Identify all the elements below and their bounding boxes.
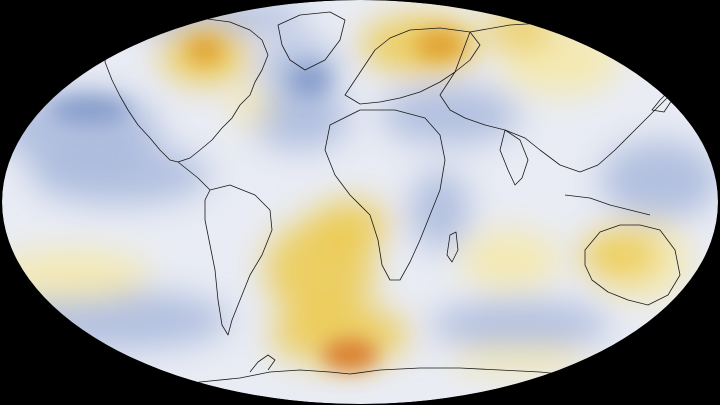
- anomaly-middle-east: [380, 85, 520, 145]
- coast-antarctica: [159, 367, 621, 389]
- anomaly-east-pacific: [30, 145, 210, 205]
- anomaly-canada-core: [187, 36, 223, 64]
- anomaly-east-africa: [410, 170, 470, 250]
- coast-india: [499, 129, 529, 186]
- coast-europe: [344, 27, 481, 105]
- coast-greenland: [277, 11, 346, 71]
- coast-north-america: [104, 17, 269, 163]
- anomaly-indian-ocean: [460, 230, 560, 290]
- anomaly-south-pacific: [10, 290, 230, 350]
- coast-indonesia: [564, 194, 651, 216]
- anomaly-core-layer: [50, 29, 465, 371]
- anomaly-north-atlantic-e: [230, 85, 270, 125]
- anomaly-cool-strong-pacific: [50, 96, 130, 124]
- coast-antarctic-peninsula: [249, 354, 276, 373]
- coast-south-america: [204, 184, 273, 336]
- anomaly-australia: [580, 230, 660, 280]
- anomaly-southern-ocean: [450, 346, 590, 374]
- anomaly-west-africa: [310, 200, 390, 250]
- coast-central-america: [177, 161, 211, 191]
- anomaly-southern-indian: [430, 300, 610, 350]
- anomaly-scandinavia-core: [415, 29, 465, 61]
- anomaly-western-russia: [485, 10, 555, 50]
- coast-australia: [584, 224, 681, 306]
- coast-madagascar: [446, 231, 459, 263]
- anomaly-weddell-sea: [322, 339, 378, 371]
- coast-africa: [324, 109, 446, 281]
- coast-new-zealand: [684, 291, 696, 319]
- anomaly-west-pacific: [600, 140, 718, 220]
- anomaly-north-atlantic: [250, 90, 350, 150]
- anomaly-cool-strong-atlantic: [290, 64, 330, 96]
